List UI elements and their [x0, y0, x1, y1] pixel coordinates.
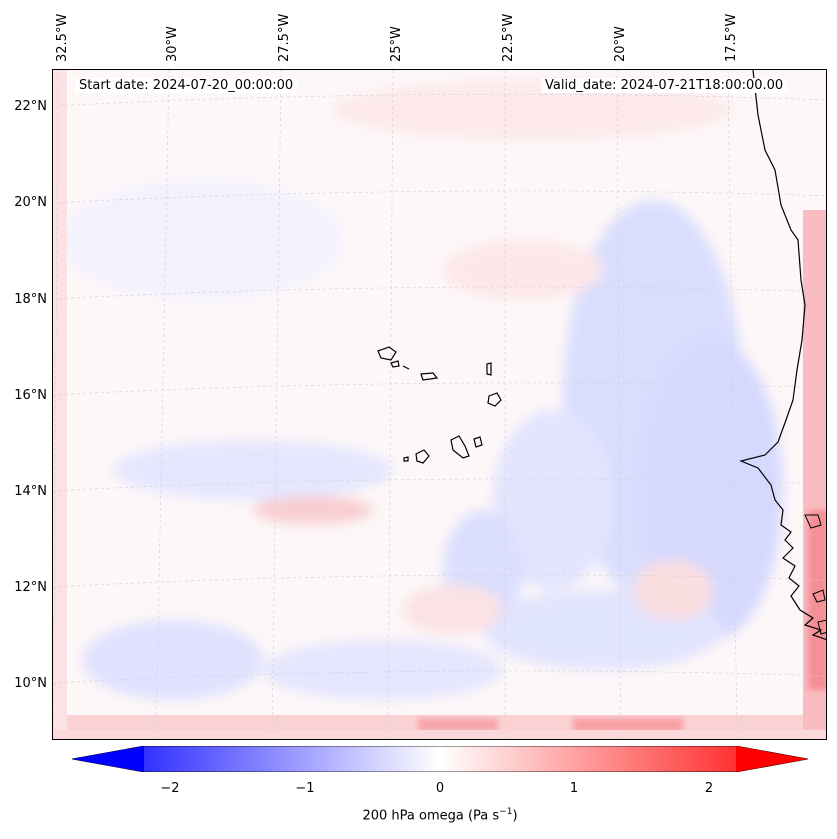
colorbar-extend-min: [72, 746, 144, 772]
lat-label-10n: 10°N: [14, 676, 47, 691]
map-canvas: [53, 70, 826, 739]
lon-label-27-5w: 27.5°W: [277, 13, 292, 62]
lon-label-25w: 25°W: [389, 26, 404, 62]
start-date-label: Start date: 2024-07-20_00:00:00: [75, 78, 298, 93]
colorbar-tick-1: 1: [569, 781, 579, 796]
colorbar-tick-neg2: −2: [160, 781, 180, 796]
gridlines: [53, 70, 826, 739]
lat-label-14n: 14°N: [14, 484, 47, 499]
omega-map: [52, 69, 827, 740]
lon-label-30w: 30°W: [165, 26, 180, 62]
lat-label-22n: 22°N: [14, 99, 47, 114]
lat-label-20n: 20°N: [14, 195, 47, 210]
lon-label-20w: 20°W: [613, 26, 628, 62]
lon-label-17-5w: 17.5°W: [724, 13, 739, 62]
lon-label-32-5w: 32.5°W: [55, 13, 70, 62]
coastline-islands: [804, 514, 826, 635]
colorbar-extend-max: [736, 746, 808, 772]
omega-field: [53, 70, 826, 739]
lat-label-12n: 12°N: [14, 580, 47, 595]
cape-verde-islands: [377, 346, 502, 464]
lon-label-22-5w: 22.5°W: [501, 13, 516, 62]
africa-coastline: [739, 70, 826, 640]
colorbar-body: [72, 746, 808, 772]
colorbar-tick-neg1: −1: [295, 781, 315, 796]
valid-date-label: Valid_date: 2024-07-21T18:00:00.00: [541, 78, 788, 93]
lat-label-18n: 18°N: [14, 292, 47, 307]
colorbar-title: 200 hPa omega (Pa s−1): [362, 807, 518, 824]
colorbar-tick-0: 0: [435, 781, 445, 796]
colorbar: [72, 746, 808, 772]
lat-label-16n: 16°N: [14, 388, 47, 403]
colorbar-tick-2: 2: [704, 781, 714, 796]
